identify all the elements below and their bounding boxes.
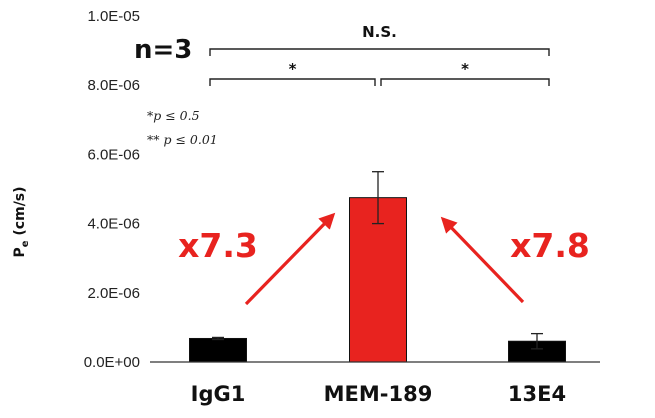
- significance-brackets: N.S. * *: [209, 23, 550, 86]
- y-axis-label: Pe (cm/s): [12, 186, 31, 257]
- fold-change-label: x7.3: [178, 226, 258, 265]
- significance-bracket: N.S.: [209, 23, 550, 56]
- significance-bracket: *: [380, 60, 550, 86]
- bars: [150, 197, 600, 363]
- significance-label: *: [289, 60, 297, 78]
- bar-mem-189: [349, 197, 407, 363]
- y-tick-label: 4.0E-06: [87, 216, 140, 233]
- x-tick-label: MEM-189: [324, 382, 433, 406]
- p-legend-2: ** p ≤ 0.01: [147, 132, 218, 147]
- significance-label: *: [461, 60, 469, 78]
- fold-change-arrow: [244, 212, 336, 306]
- x-tick-label: IgG1: [191, 382, 246, 406]
- p-legend-1: *p ≤ 0.5: [147, 108, 200, 123]
- fold-change-arrow: [440, 216, 525, 304]
- y-axis: 0.0E+00 2.0E-06 4.0E-06 6.0E-06 8.0E-06 1.0E-…: [84, 8, 140, 371]
- significance-bracket: *: [209, 60, 376, 86]
- significance-label: N.S.: [362, 23, 397, 41]
- fold-change-label: x7.8: [510, 226, 590, 265]
- error-bar-igg1: [212, 336, 224, 341]
- error-bar-mem-189: [372, 171, 384, 225]
- fold-change-arrows: x7.3 x7.8: [178, 212, 590, 306]
- bar-igg1: [189, 337, 247, 363]
- y-tick-label: 0.0E+00: [84, 354, 140, 371]
- y-tick-label: 8.0E-06: [87, 77, 140, 94]
- error-bar-13e4: [531, 332, 543, 350]
- y-tick-label: 2.0E-06: [87, 285, 140, 302]
- sample-size: n=3: [134, 35, 192, 65]
- x-axis-labels: IgG1 MEM-189 13E4: [191, 382, 566, 406]
- y-tick-label: 1.0E-05: [87, 8, 140, 25]
- error-bars: [212, 171, 543, 350]
- y-tick-label: 6.0E-06: [87, 146, 140, 163]
- x-tick-label: 13E4: [508, 382, 566, 406]
